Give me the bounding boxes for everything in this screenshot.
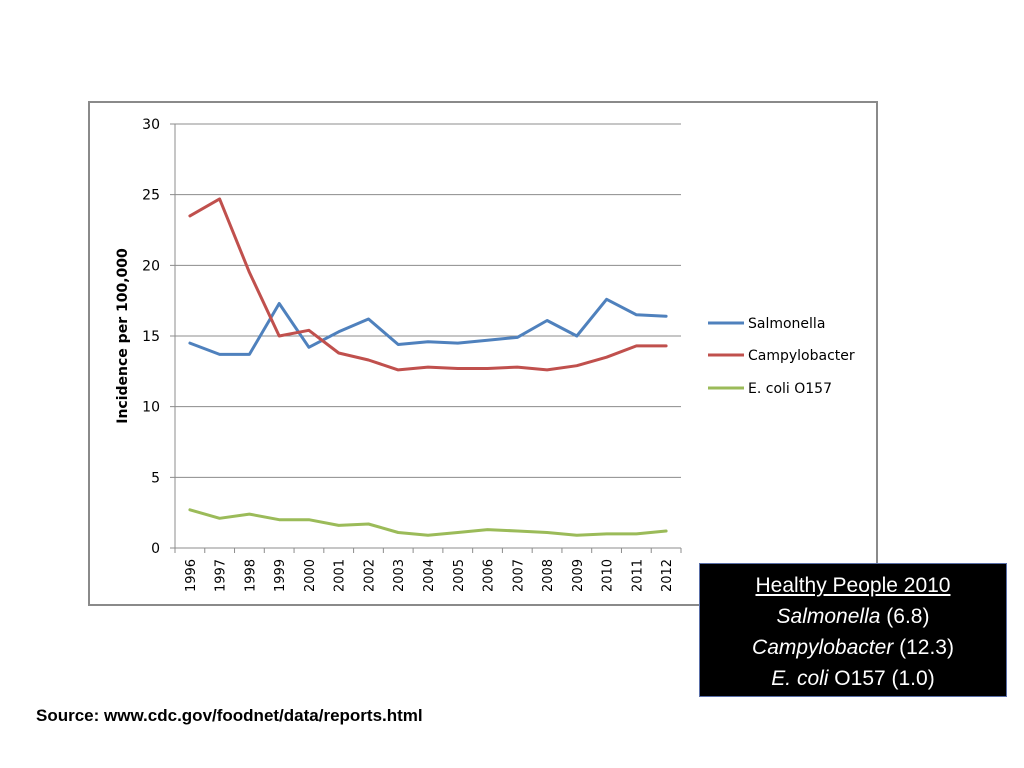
- x-tick-label: 2011: [630, 559, 645, 592]
- series-line-e-coli-o157: [188, 508, 668, 537]
- y-tick-label: 25: [142, 188, 160, 204]
- callout-line-salmonella: Salmonella (6.8): [700, 601, 1006, 632]
- y-tick-label: 0: [151, 541, 160, 557]
- x-tick-label: 2005: [452, 559, 467, 592]
- x-tick-label: 1997: [214, 559, 229, 592]
- x-tick-label: 2012: [660, 559, 675, 592]
- x-tick-label: 2006: [482, 559, 497, 592]
- x-tick-label: 2007: [511, 559, 526, 592]
- legend-label: E. coli O157: [748, 381, 832, 397]
- y-tick-label: 20: [142, 258, 160, 274]
- x-tick-label: 1999: [273, 559, 288, 592]
- x-tick-label: 2000: [303, 559, 318, 592]
- callout-value: O157 (1.0): [828, 667, 935, 690]
- line-chart: 0 5 10 15 20 25 30 1996 1997 1998 1999 2000 2001 2002…: [115, 117, 855, 592]
- callout-line-ecoli: E. coli O157 (1.0): [700, 663, 1006, 694]
- series-line-salmonella: [188, 297, 668, 356]
- legend-label: Campylobacter: [748, 348, 855, 364]
- callout-title: Healthy People 2010: [755, 574, 951, 597]
- x-tick-label: 2002: [362, 559, 377, 592]
- x-tick-label: 2001: [333, 559, 348, 592]
- x-tick-label: 2004: [422, 559, 437, 592]
- x-tick-label: 1996: [184, 559, 199, 592]
- callout-term: Salmonella: [776, 605, 881, 628]
- source-note: Source: www.cdc.gov/foodnet/data/reports…: [36, 706, 423, 725]
- chart-frame: 0 5 10 15 20 25 30 1996 1997 1998 1999 2000 2001 2002…: [88, 101, 878, 606]
- x-tick-label: 2009: [571, 559, 586, 592]
- healthy-people-callout: Healthy People 2010 Salmonella (6.8) Cam…: [699, 563, 1007, 697]
- x-tick-label: 1998: [243, 559, 258, 592]
- series-line-campylobacter: [188, 197, 668, 372]
- callout-value: (12.3): [893, 636, 954, 659]
- callout-line-campylobacter: Campylobacter (12.3): [700, 632, 1006, 663]
- y-tick-label: 30: [142, 117, 160, 133]
- y-tick-label: 15: [142, 329, 160, 345]
- x-tick-label: 2008: [541, 559, 556, 592]
- y-axis-label: Incidence per 100,000: [115, 248, 131, 424]
- y-tick-label: 10: [142, 400, 160, 416]
- legend-label: Salmonella: [748, 316, 825, 332]
- callout-term: Campylobacter: [752, 636, 894, 659]
- callout-value: (6.8): [880, 605, 930, 628]
- x-tick-label: 2003: [392, 559, 407, 592]
- x-tick-label: 2010: [601, 559, 616, 592]
- y-tick-label: 5: [151, 470, 160, 486]
- callout-term: E. coli: [771, 667, 829, 690]
